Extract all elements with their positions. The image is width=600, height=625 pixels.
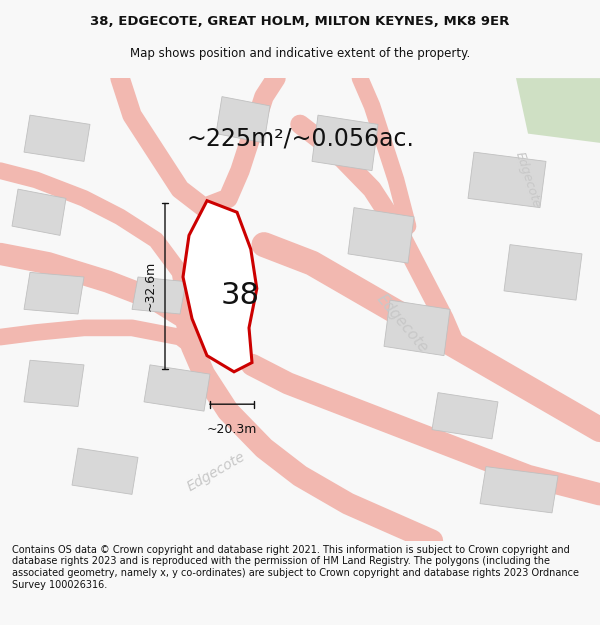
Text: Edgecote: Edgecote [513, 150, 543, 210]
Polygon shape [24, 360, 84, 406]
Polygon shape [468, 152, 546, 208]
Text: ~225m²/~0.056ac.: ~225m²/~0.056ac. [186, 126, 414, 150]
Polygon shape [144, 365, 210, 411]
Text: Contains OS data © Crown copyright and database right 2021. This information is : Contains OS data © Crown copyright and d… [12, 545, 579, 589]
Text: Edgecote: Edgecote [373, 291, 431, 356]
Polygon shape [480, 467, 558, 513]
Polygon shape [348, 208, 414, 263]
Polygon shape [216, 97, 270, 143]
Text: ~20.3m: ~20.3m [207, 422, 257, 436]
Polygon shape [312, 115, 378, 171]
Polygon shape [24, 115, 90, 161]
Polygon shape [516, 78, 600, 143]
Polygon shape [384, 300, 450, 356]
Polygon shape [72, 448, 138, 494]
Polygon shape [504, 244, 582, 300]
Polygon shape [12, 189, 66, 236]
Polygon shape [24, 272, 84, 314]
Text: Edgecote: Edgecote [184, 449, 248, 494]
Text: 38, EDGECOTE, GREAT HOLM, MILTON KEYNES, MK8 9ER: 38, EDGECOTE, GREAT HOLM, MILTON KEYNES,… [91, 16, 509, 28]
Polygon shape [132, 277, 186, 314]
Polygon shape [432, 392, 498, 439]
Text: 38: 38 [221, 281, 260, 310]
Text: Map shows position and indicative extent of the property.: Map shows position and indicative extent… [130, 47, 470, 59]
Text: ~32.6m: ~32.6m [143, 261, 157, 311]
Polygon shape [183, 201, 257, 372]
